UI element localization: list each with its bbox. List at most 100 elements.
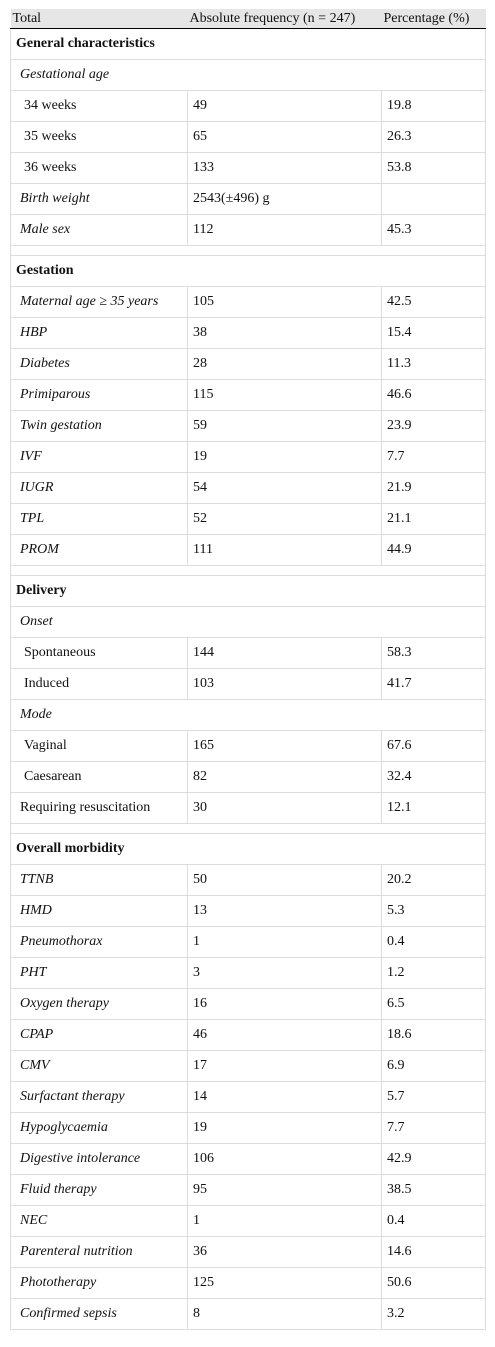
row-label: CPAP: [10, 1019, 188, 1051]
frequency-cell: 8: [187, 1298, 382, 1330]
percentage-cell: 23.9: [381, 410, 486, 442]
row-label: Gestational age: [10, 59, 486, 91]
percentage-cell: 45.3: [381, 214, 486, 246]
frequency-cell: 95: [187, 1174, 382, 1206]
percentage-cell: 14.6: [381, 1236, 486, 1268]
percentage-cell: 32.4: [381, 761, 486, 793]
percentage-cell: 41.7: [381, 668, 486, 700]
frequency-cell: 19: [187, 1112, 382, 1144]
item-row: Surfactant therapy 14 5.7: [10, 1081, 486, 1113]
row-label: Requiring resuscitation: [10, 792, 188, 824]
row-label: Confirmed sepsis: [10, 1298, 188, 1330]
item-row: TTNB 50 20.2: [10, 864, 486, 896]
frequency-cell: 82: [187, 761, 382, 793]
row-label: Birth weight: [10, 183, 188, 215]
spacer-row: [10, 565, 486, 576]
frequency-cell: 115: [187, 379, 382, 411]
frequency-cell: 52: [187, 503, 382, 535]
item-row: 36 weeks 133 53.8: [10, 152, 486, 184]
row-label: Hypoglycaemia: [10, 1112, 188, 1144]
row-label: Surfactant therapy: [10, 1081, 188, 1113]
spacer-cell: [10, 565, 486, 576]
percentage-cell: 5.3: [381, 895, 486, 927]
percentage-cell: 26.3: [381, 121, 486, 153]
item-row: Caesarean 82 32.4: [10, 761, 486, 793]
item-row: Pneumothorax 1 0.4: [10, 926, 486, 958]
percentage-cell: 38.5: [381, 1174, 486, 1206]
group-row: Onset: [10, 606, 486, 638]
percentage-cell: 15.4: [381, 317, 486, 349]
table-body: General characteristics Gestational age 34…: [10, 28, 486, 1330]
percentage-cell: [381, 183, 486, 215]
frequency-cell: 50: [187, 864, 382, 896]
row-label: TPL: [10, 503, 188, 535]
item-row: Birth weight 2543(±496) g: [10, 183, 486, 215]
percentage-cell: 0.4: [381, 926, 486, 958]
item-row: HMD 13 5.3: [10, 895, 486, 927]
frequency-cell: 14: [187, 1081, 382, 1113]
frequency-cell: 125: [187, 1267, 382, 1299]
frequency-cell: 105: [187, 286, 382, 318]
header-cell: Percentage (%): [381, 9, 486, 29]
percentage-cell: 11.3: [381, 348, 486, 380]
item-row: Confirmed sepsis 8 3.2: [10, 1298, 486, 1330]
item-row: Vaginal 165 67.6: [10, 730, 486, 762]
frequency-cell: 165: [187, 730, 382, 762]
row-label: Induced: [10, 668, 188, 700]
frequency-cell: 65: [187, 121, 382, 153]
item-row: 35 weeks 65 26.3: [10, 121, 486, 153]
spacer-cell: [10, 823, 486, 834]
frequency-cell: 111: [187, 534, 382, 566]
frequency-cell: 46: [187, 1019, 382, 1051]
section-title: Gestation: [10, 255, 486, 287]
data-table: Total Absolute frequency (n = 247) Perce…: [10, 9, 486, 1330]
item-row: CPAP 46 18.6: [10, 1019, 486, 1051]
percentage-cell: 21.9: [381, 472, 486, 504]
section-title: Delivery: [10, 575, 486, 607]
row-label: Twin gestation: [10, 410, 188, 442]
frequency-cell: 30: [187, 792, 382, 824]
item-row: Digestive intolerance 106 42.9: [10, 1143, 486, 1175]
item-row: Induced 103 41.7: [10, 668, 486, 700]
item-row: Hypoglycaemia 19 7.7: [10, 1112, 486, 1144]
item-row: Male sex 112 45.3: [10, 214, 486, 246]
row-label: Pneumothorax: [10, 926, 188, 958]
row-label: Fluid therapy: [10, 1174, 188, 1206]
spacer-row: [10, 245, 486, 256]
frequency-cell: 1: [187, 926, 382, 958]
row-label: Digestive intolerance: [10, 1143, 188, 1175]
item-row: Maternal age ≥ 35 years 105 42.5: [10, 286, 486, 318]
percentage-cell: 19.8: [381, 90, 486, 122]
percentage-cell: 12.1: [381, 792, 486, 824]
row-label: HMD: [10, 895, 188, 927]
percentage-cell: 42.5: [381, 286, 486, 318]
percentage-cell: 44.9: [381, 534, 486, 566]
item-row: Spontaneous 144 58.3: [10, 637, 486, 669]
section-row: Overall morbidity: [10, 833, 486, 865]
percentage-cell: 1.2: [381, 957, 486, 989]
frequency-cell: 17: [187, 1050, 382, 1082]
row-label: CMV: [10, 1050, 188, 1082]
item-row: NEC 1 0.4: [10, 1205, 486, 1237]
percentage-cell: 3.2: [381, 1298, 486, 1330]
frequency-cell: 103: [187, 668, 382, 700]
frequency-cell: 112: [187, 214, 382, 246]
percentage-cell: 46.6: [381, 379, 486, 411]
item-row: Fluid therapy 95 38.5: [10, 1174, 486, 1206]
percentage-cell: 53.8: [381, 152, 486, 184]
frequency-cell: 13: [187, 895, 382, 927]
item-row: HBP 38 15.4: [10, 317, 486, 349]
item-row: Oxygen therapy 16 6.5: [10, 988, 486, 1020]
group-row: Mode: [10, 699, 486, 731]
row-label: HBP: [10, 317, 188, 349]
percentage-cell: 5.7: [381, 1081, 486, 1113]
row-label: Parenteral nutrition: [10, 1236, 188, 1268]
percentage-cell: 58.3: [381, 637, 486, 669]
row-label: TTNB: [10, 864, 188, 896]
row-label: PHT: [10, 957, 188, 989]
item-row: Requiring resuscitation 30 12.1: [10, 792, 486, 824]
row-label: Maternal age ≥ 35 years: [10, 286, 188, 318]
header-row: Total Absolute frequency (n = 247) Perce…: [10, 9, 486, 29]
row-label: IVF: [10, 441, 188, 473]
